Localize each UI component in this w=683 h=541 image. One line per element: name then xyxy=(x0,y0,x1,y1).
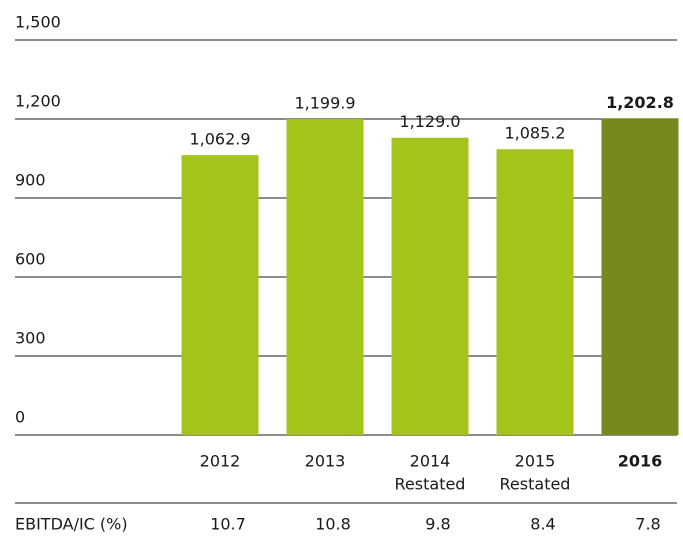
y-tick-label: 600 xyxy=(15,250,46,269)
y-tick-label: 1,200 xyxy=(15,92,61,111)
x-tick-note: Restated xyxy=(500,475,571,494)
value-label: 1,062.9 xyxy=(189,130,250,149)
bar xyxy=(496,149,574,436)
value-label: 1,202.8 xyxy=(606,93,674,112)
x-tick-label: 2016 xyxy=(618,452,663,471)
x-tick-label: 2012 xyxy=(200,452,241,471)
y-tick-label: 1,500 xyxy=(15,13,61,32)
row-label: EBITDA/IC (%) xyxy=(15,515,128,534)
x-tick-label: 2014 xyxy=(410,452,451,471)
x-tick-note: Restated xyxy=(395,475,466,494)
value-label: 1,199.9 xyxy=(294,94,355,113)
y-tick-label: 0 xyxy=(15,408,25,427)
y-tick-label: 900 xyxy=(15,171,46,190)
row-value: 8.4 xyxy=(530,515,555,534)
y-tick-label: 300 xyxy=(15,329,46,348)
row-value: 7.8 xyxy=(635,515,660,534)
value-label: 1,129.0 xyxy=(399,112,460,131)
x-tick-label: 2013 xyxy=(305,452,346,471)
bar xyxy=(391,137,469,436)
row-value: 10.8 xyxy=(315,515,351,534)
row-value: 9.8 xyxy=(425,515,450,534)
bar xyxy=(181,155,259,435)
value-label: 1,085.2 xyxy=(504,124,565,143)
bar xyxy=(286,119,364,435)
bar xyxy=(601,118,679,435)
row-value: 10.7 xyxy=(210,515,246,534)
x-tick-label: 2015 xyxy=(515,452,556,471)
